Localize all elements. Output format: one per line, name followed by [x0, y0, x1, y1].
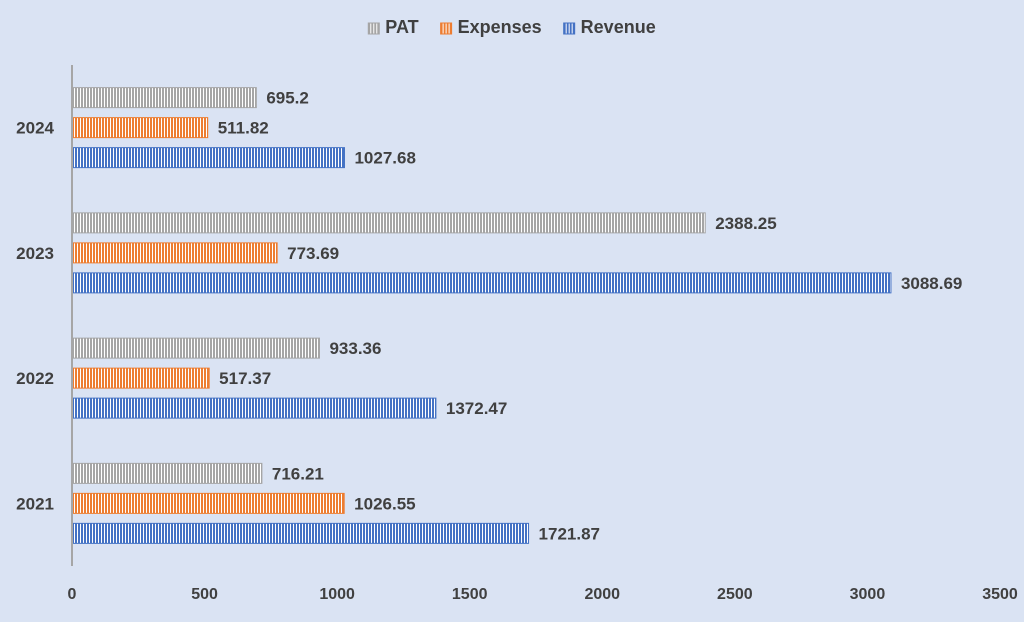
x-tick-label-1000: 1000 — [319, 586, 355, 603]
legend-item-revenue: Revenue — [563, 17, 656, 37]
axes-layer: 2021 2022 2023 2024 0 500 1000 1500 2000 2500 3000… — [16, 65, 1018, 603]
category-label-2021: 2021 — [16, 494, 54, 513]
category-label-2023: 2023 — [16, 244, 54, 263]
legend-swatch-pat — [367, 22, 380, 35]
legend: PAT Expenses Revenue — [367, 17, 656, 37]
legend-label-revenue: Revenue — [581, 17, 656, 37]
bar-pat-2023 — [71, 212, 706, 234]
data-label-expenses-2022: 517.37 — [219, 369, 271, 388]
x-tick-label-3500: 3500 — [982, 586, 1018, 603]
legend-item-expenses: Expenses — [440, 17, 542, 37]
data-label-pat-2023: 2388.25 — [715, 214, 776, 233]
data-label-revenue-2023: 3088.69 — [901, 274, 962, 293]
legend-label-pat: PAT — [385, 17, 418, 37]
bar-pat-2024 — [71, 87, 257, 109]
x-tick-label-3000: 3000 — [850, 586, 886, 603]
bar-pat-2021 — [71, 462, 263, 484]
bar-pat-2022 — [71, 337, 320, 359]
x-tick-label-0: 0 — [68, 586, 77, 603]
data-labels-layer: 716.21 1026.55 1721.87 933.36 517.37 1372.47 2… — [218, 89, 963, 544]
bar-expenses-2021 — [71, 492, 345, 514]
data-label-revenue-2021: 1721.87 — [539, 524, 600, 543]
bar-expenses-2022 — [71, 367, 210, 389]
data-label-pat-2022: 933.36 — [329, 339, 381, 358]
x-tick-label-500: 500 — [191, 586, 218, 603]
data-label-pat-2021: 716.21 — [272, 464, 324, 483]
data-label-expenses-2024: 511.82 — [218, 119, 269, 138]
legend-swatch-revenue — [563, 22, 576, 35]
bar-revenue-2021 — [71, 522, 530, 544]
bar-revenue-2023 — [71, 272, 892, 294]
category-label-2022: 2022 — [16, 369, 54, 388]
data-label-expenses-2023: 773.69 — [287, 244, 339, 263]
bar-expenses-2023 — [71, 242, 278, 264]
data-label-revenue-2024: 1027.68 — [354, 149, 415, 168]
x-tick-label-2500: 2500 — [717, 586, 753, 603]
category-label-2024: 2024 — [16, 119, 54, 138]
bars-layer — [71, 87, 892, 544]
bar-expenses-2024 — [71, 117, 209, 139]
legend-item-pat: PAT — [367, 17, 419, 37]
x-tick-label-1500: 1500 — [452, 586, 488, 603]
x-tick-label-2000: 2000 — [584, 586, 620, 603]
legend-label-expenses: Expenses — [458, 17, 542, 37]
legend-swatch-expenses — [440, 22, 453, 35]
data-label-expenses-2021: 1026.55 — [354, 494, 415, 513]
data-label-pat-2024: 695.2 — [266, 89, 309, 108]
data-label-revenue-2022: 1372.47 — [446, 399, 507, 418]
bar-revenue-2022 — [71, 397, 437, 419]
bar-revenue-2024 — [71, 147, 345, 169]
